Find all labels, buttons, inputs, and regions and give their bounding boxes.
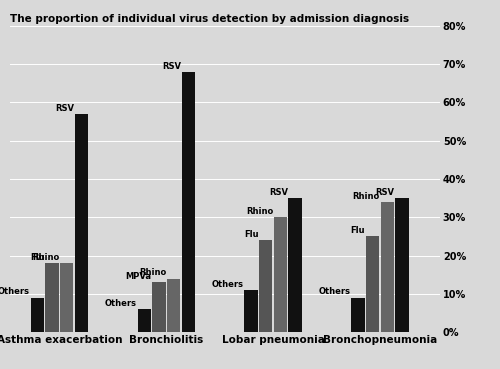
Text: Rhino: Rhino bbox=[352, 192, 380, 201]
Text: Others: Others bbox=[0, 287, 30, 297]
Text: Flu: Flu bbox=[30, 253, 44, 262]
Text: Others: Others bbox=[212, 280, 244, 289]
Text: RSV: RSV bbox=[162, 62, 181, 70]
Bar bbox=[138, 309, 151, 332]
Bar bbox=[380, 202, 394, 332]
Bar bbox=[152, 282, 166, 332]
Text: The proportion of individual virus detection by admission diagnosis: The proportion of individual virus detec… bbox=[10, 14, 409, 24]
Bar bbox=[167, 279, 180, 332]
Bar bbox=[60, 263, 74, 332]
Text: Others: Others bbox=[105, 299, 137, 308]
Text: RSV: RSV bbox=[376, 188, 394, 197]
Text: Flu: Flu bbox=[244, 230, 258, 239]
Bar bbox=[366, 237, 379, 332]
Bar bbox=[46, 263, 59, 332]
Bar bbox=[396, 198, 408, 332]
Bar bbox=[182, 72, 195, 332]
Text: MPVa: MPVa bbox=[126, 272, 152, 281]
Text: RSV: RSV bbox=[55, 104, 74, 113]
Bar bbox=[259, 240, 272, 332]
Bar bbox=[244, 290, 258, 332]
Text: Rhino: Rhino bbox=[246, 207, 273, 216]
Bar bbox=[30, 298, 44, 332]
Text: Others: Others bbox=[318, 287, 350, 297]
Bar bbox=[351, 298, 364, 332]
Text: Flu: Flu bbox=[350, 226, 365, 235]
Bar bbox=[75, 114, 88, 332]
Text: RSV: RSV bbox=[269, 188, 288, 197]
Bar bbox=[274, 217, 287, 332]
Text: Rhino: Rhino bbox=[139, 268, 166, 277]
Bar bbox=[288, 198, 302, 332]
Text: Rhino: Rhino bbox=[32, 253, 60, 262]
